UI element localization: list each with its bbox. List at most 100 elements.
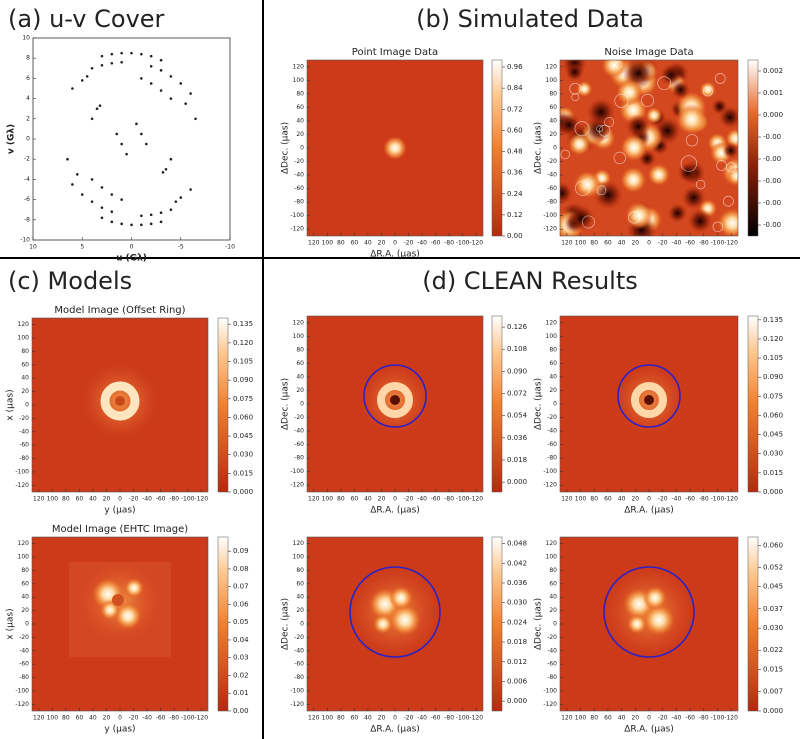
image bbox=[560, 316, 738, 492]
x-tick-label: -100 bbox=[181, 496, 195, 503]
image bbox=[307, 60, 483, 236]
y-tick-label: -40 bbox=[294, 428, 304, 435]
colorbar-tick-label: 0.002 bbox=[763, 67, 783, 75]
x-tick-label: -100 bbox=[711, 715, 725, 722]
y-tick-label: -80 bbox=[19, 674, 29, 681]
uv-point bbox=[140, 132, 143, 136]
colorbar-tick-label: -0.00 bbox=[763, 221, 781, 229]
colorbar-tick-label: 0.84 bbox=[507, 84, 523, 92]
y-tick-label: 100 bbox=[293, 77, 305, 84]
uv-point bbox=[110, 220, 114, 224]
colorbar-tick-label: 0.036 bbox=[507, 434, 528, 442]
y-tick-label: 0 bbox=[300, 401, 304, 408]
colorbar-tick-label: 0.045 bbox=[763, 431, 783, 439]
y-tick-label: 100 bbox=[293, 333, 305, 340]
colorbar-tick-label: 0.000 bbox=[763, 707, 783, 715]
uv-point bbox=[110, 61, 114, 65]
x-tick-label: -80 bbox=[444, 496, 454, 503]
y-tick-label: 6 bbox=[26, 75, 30, 82]
y-tick-label: -100 bbox=[543, 468, 557, 475]
y-tick-label: 0 bbox=[300, 621, 304, 628]
colorbar-tick-label: 0.090 bbox=[507, 367, 527, 375]
y-tick-label: -100 bbox=[290, 687, 304, 694]
y-tick-label: 120 bbox=[546, 319, 558, 326]
y-axis-label: ΔDec. (μas) bbox=[534, 122, 544, 174]
y-tick-label: 0 bbox=[553, 621, 557, 628]
x-tick-label: 120 bbox=[561, 240, 573, 247]
colorbar-tick-label: 0.090 bbox=[233, 376, 253, 384]
colorbar-tick-label: 0.000 bbox=[507, 478, 527, 486]
y-tick-label: 80 bbox=[296, 567, 304, 574]
uv-point bbox=[149, 64, 153, 68]
y-tick-label: 20 bbox=[296, 607, 304, 614]
x-tick-label: 40 bbox=[618, 496, 626, 503]
x-axis-label: ΔR.A. (μas) bbox=[624, 506, 674, 516]
x-tick-label: -20 bbox=[129, 496, 139, 503]
x-tick-label: -120 bbox=[194, 496, 208, 503]
y-axis-label: ΔDec. (μas) bbox=[281, 122, 291, 174]
y-tick-label: -4 bbox=[24, 176, 30, 183]
uv-point bbox=[71, 87, 74, 90]
colorbar bbox=[491, 59, 503, 237]
y-tick-label: -100 bbox=[543, 212, 557, 219]
y-tick-label: -100 bbox=[15, 687, 29, 694]
x-tick-label: 60 bbox=[351, 496, 359, 503]
y-tick-label: 0 bbox=[25, 402, 29, 409]
x-tick-label: -40 bbox=[142, 715, 152, 722]
y-tick-label: -80 bbox=[294, 674, 304, 681]
y-tick-label: -60 bbox=[294, 185, 304, 192]
y-tick-label: 20 bbox=[549, 131, 557, 138]
x-tick-label: 120 bbox=[33, 496, 45, 503]
y-axis-label: ΔDec. (μas) bbox=[281, 598, 291, 650]
uv-point bbox=[179, 196, 183, 199]
y-tick-label: -40 bbox=[547, 428, 557, 435]
y-tick-label: 10 bbox=[22, 35, 30, 42]
colorbar-tick-label: 0.018 bbox=[507, 638, 527, 646]
uv-point bbox=[80, 193, 84, 196]
uv-point bbox=[80, 79, 84, 82]
x-tick-label: 80 bbox=[62, 715, 70, 722]
uv-point bbox=[149, 54, 153, 58]
uv-point bbox=[159, 89, 163, 92]
colorbar-tick-label: 0.015 bbox=[233, 469, 253, 477]
uv-point bbox=[120, 142, 123, 146]
x-tick-label: 60 bbox=[604, 240, 612, 247]
y-axis-label: v (Gλ) bbox=[7, 124, 17, 154]
x-tick-label: -80 bbox=[169, 715, 179, 722]
x-tick-label: -60 bbox=[156, 496, 166, 503]
x-tick-label: -100 bbox=[181, 715, 195, 722]
colorbar-tick-label: 0.075 bbox=[233, 395, 253, 403]
y-tick-label: -6 bbox=[24, 196, 30, 203]
x-tick-label: -120 bbox=[724, 240, 738, 247]
x-tick-label: 40 bbox=[89, 715, 97, 722]
x-tick-label: 0 bbox=[393, 240, 397, 247]
colorbar-tick-label: -0.00 bbox=[763, 199, 781, 207]
uv-point bbox=[100, 186, 104, 189]
uv-point bbox=[159, 58, 163, 62]
y-tick-label: -40 bbox=[547, 647, 557, 654]
x-tick-label: 40 bbox=[618, 715, 626, 722]
y-axis-label: ΔDec. (μas) bbox=[534, 598, 544, 650]
uv-point bbox=[149, 82, 153, 85]
x-tick-label: 100 bbox=[575, 240, 587, 247]
colorbar bbox=[747, 536, 759, 712]
x-tick-label: -100 bbox=[711, 496, 725, 503]
colorbar bbox=[491, 315, 503, 493]
y-tick-label: -60 bbox=[19, 661, 29, 668]
y-tick-label: 0 bbox=[553, 401, 557, 408]
x-tick-label: 100 bbox=[322, 715, 334, 722]
y-tick-label: -80 bbox=[547, 455, 557, 462]
y-tick-label: 40 bbox=[296, 594, 304, 601]
uv-point bbox=[85, 75, 89, 78]
colorbar-tick-label: 0.05 bbox=[233, 618, 249, 626]
section-title: (d) CLEAN Results bbox=[422, 267, 638, 295]
uv-point bbox=[164, 168, 168, 171]
x-tick-label: 0 bbox=[393, 496, 397, 503]
colorbar-tick-label: 0.04 bbox=[233, 636, 249, 644]
y-tick-label: -80 bbox=[294, 455, 304, 462]
y-tick-label: -120 bbox=[543, 701, 557, 708]
x-tick-label: -120 bbox=[469, 240, 483, 247]
colorbar-tick-label: 0.01 bbox=[233, 689, 249, 697]
x-tick-label: 60 bbox=[351, 240, 359, 247]
x-tick-label: 20 bbox=[378, 715, 386, 722]
